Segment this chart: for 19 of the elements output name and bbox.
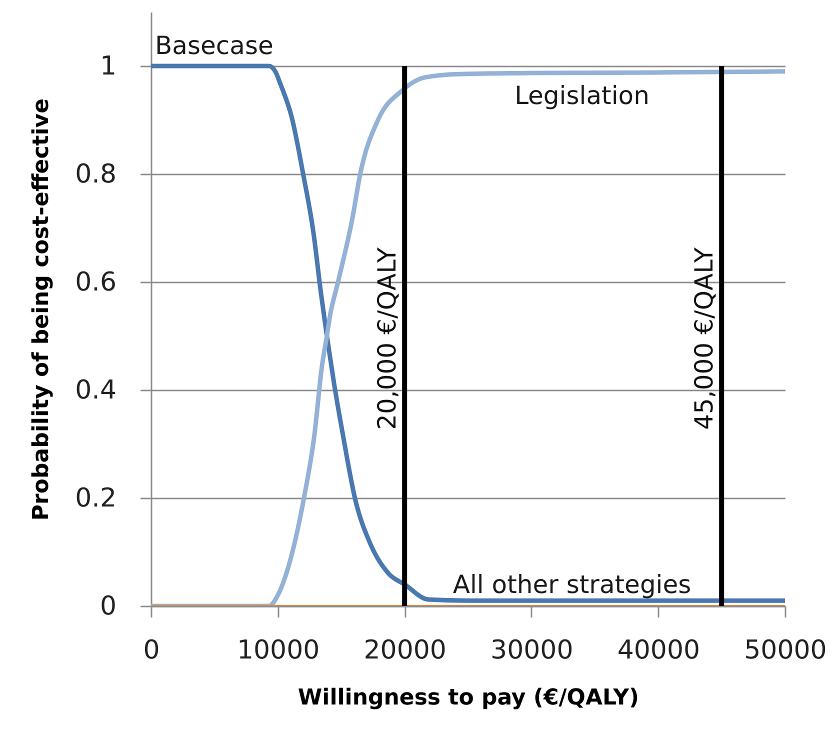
x-tick-label: 10000 (236, 636, 320, 666)
x-tick-label: 20000 (364, 636, 446, 666)
ref-line-label: 20,000 €/QALY (372, 246, 402, 430)
x-axis-title: Willingness to pay (€/QALY) (298, 686, 640, 710)
x-tick-label: 40000 (617, 636, 700, 666)
y-tick-label: 0.8 (75, 160, 116, 190)
x-tick-label: 0 (143, 636, 160, 666)
y-tick-label: 0.6 (75, 268, 116, 298)
y-tick-label: 0 (100, 592, 116, 622)
series-label: Legislation (514, 81, 650, 110)
y-tick-label: 0.4 (75, 376, 116, 406)
y-tick-label: 1 (100, 52, 116, 82)
x-tick-label: 30000 (490, 636, 574, 666)
series-label: Basecase (155, 31, 274, 60)
series-label: All other strategies (452, 570, 692, 599)
y-axis-title: Probability of being cost-effective (29, 98, 54, 521)
y-tick-label: 0.2 (75, 484, 116, 514)
x-tick-label: 50000 (744, 636, 827, 666)
ref-line-label: 45,000 €/QALY (690, 246, 719, 430)
